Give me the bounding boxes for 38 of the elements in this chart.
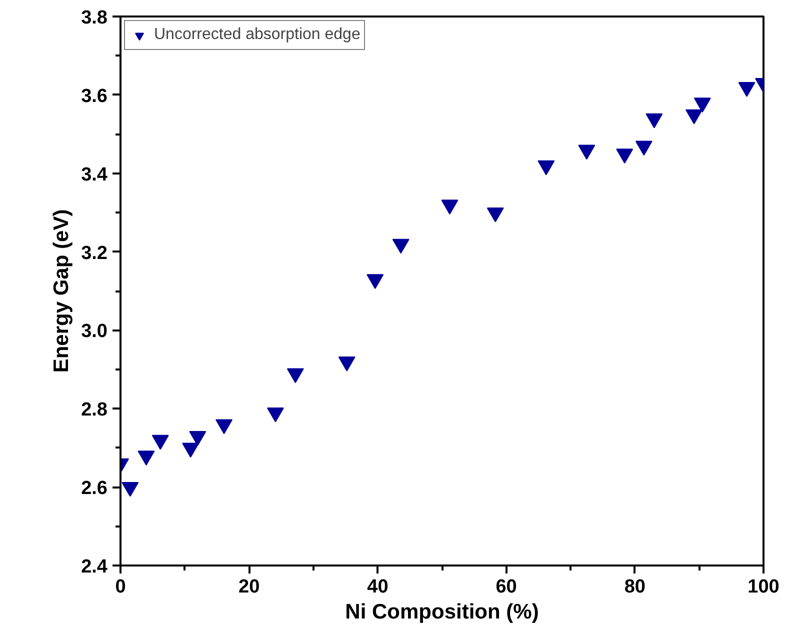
legend-label: Uncorrected absorption edge [154, 26, 360, 44]
y-tick-label: 3.2 [81, 242, 108, 264]
point [286, 368, 304, 384]
point [616, 148, 634, 164]
point [646, 113, 663, 128]
y-tick-label: 3.4 [81, 164, 108, 186]
x-tick-label: 60 [496, 576, 517, 598]
x-tick-label: 20 [238, 576, 260, 598]
y-tick-label: 3.8 [81, 8, 108, 28]
point [216, 419, 233, 434]
point [694, 98, 711, 113]
x-tick-label: 80 [624, 576, 646, 598]
x-tick-label: 100 [748, 576, 780, 598]
y-tick-label: 3.6 [81, 86, 108, 107]
point [338, 356, 356, 372]
point [686, 109, 703, 124]
point [152, 434, 169, 450]
y-tick-label: 2.6 [81, 478, 108, 500]
y-tick-label: 2.4 [81, 556, 108, 578]
point [578, 144, 596, 160]
point [266, 407, 284, 422]
point [486, 207, 504, 222]
x-axis-title: Ni Composition (%) [345, 600, 539, 624]
point [366, 274, 384, 289]
y-axis-title: Energy Gap (eV) [50, 209, 74, 373]
point [392, 238, 410, 254]
point [182, 442, 200, 458]
point [122, 482, 139, 497]
point [538, 160, 555, 176]
point [189, 430, 206, 446]
x-tick-label: 0 [115, 576, 126, 598]
point [441, 200, 458, 214]
y-tick-label: 2.8 [81, 400, 108, 421]
point [138, 450, 155, 466]
point [738, 82, 756, 97]
y-tick-label: 3.0 [81, 321, 108, 342]
point [635, 140, 652, 156]
x-tick-label: 40 [367, 576, 388, 598]
